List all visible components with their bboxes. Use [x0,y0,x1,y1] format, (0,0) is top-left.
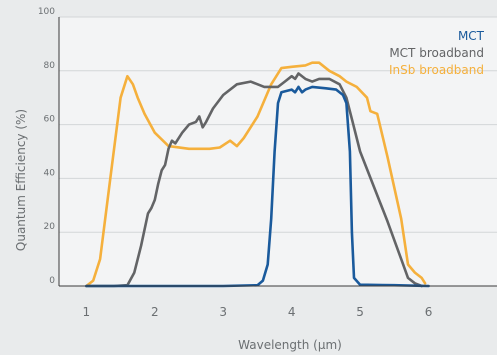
x-tick-label: 2 [151,305,159,319]
x-tick-label: 6 [425,305,433,319]
y-axis-label: Quantum Efficiency (%) [14,109,28,251]
y-tick-label: 100 [38,7,55,17]
x-axis-label: Wavelength (µm) [238,338,342,352]
legend: MCT MCT broadband InSb broadband [389,29,485,77]
y-tick-label: 20 [44,222,56,232]
y-tick-label: 0 [49,276,55,286]
y-tick-label: 40 [44,168,56,178]
y-tick-label: 60 [44,115,56,125]
x-tick-label: 3 [219,305,227,319]
gridlines [59,16,497,233]
x-tick-label: 1 [83,305,91,319]
y-tick-label: 80 [44,61,56,71]
series-line-2 [85,61,427,288]
series-line-1 [85,72,423,288]
y-tick-labels: 0 20 40 60 80 100 [38,7,55,286]
legend-entry: InSb broadband [389,63,484,77]
x-tick-label: 4 [288,305,296,319]
legend-entry: MCT [458,29,485,43]
x-tick-labels: 1 2 3 4 5 6 [83,305,433,319]
x-tick-label: 5 [356,305,364,319]
legend-entry: MCT broadband [389,46,484,60]
series-lines [85,61,430,288]
axes [58,17,497,287]
series-line-0 [85,85,430,288]
plot-area [59,17,497,286]
